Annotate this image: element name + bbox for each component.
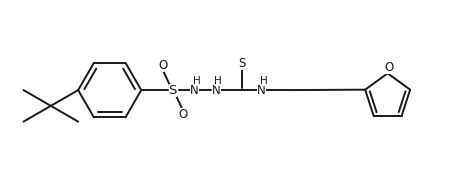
Text: O: O — [158, 59, 168, 72]
Text: N: N — [257, 84, 266, 96]
Text: S: S — [169, 84, 177, 96]
Text: H: H — [260, 76, 267, 86]
Text: N: N — [190, 84, 199, 96]
Text: H: H — [193, 76, 200, 86]
Text: O: O — [384, 61, 393, 74]
Text: N: N — [212, 84, 221, 96]
Text: O: O — [178, 108, 187, 121]
Text: H: H — [214, 76, 222, 86]
Text: S: S — [238, 57, 246, 70]
